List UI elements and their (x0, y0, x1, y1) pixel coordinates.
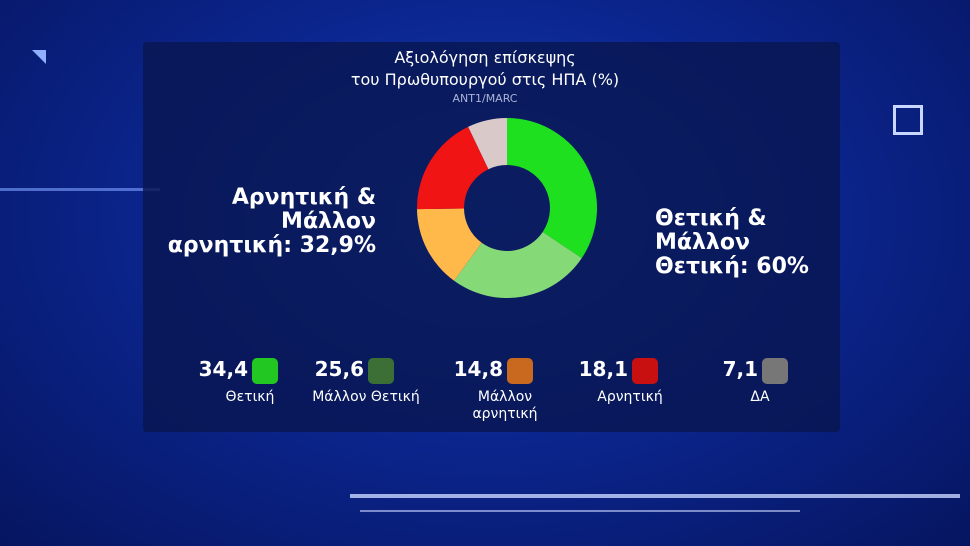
annotation: Αρνητική & (231, 185, 376, 210)
legend-label: Θετική (225, 389, 275, 405)
donut-slice (417, 126, 489, 210)
legend-label: ΔΑ (750, 389, 770, 405)
legend-value: 7,1 (722, 357, 758, 381)
chart-subtitle: ANT1/MARC (452, 92, 518, 105)
legend-swatch (368, 358, 394, 384)
legend-label: Μάλλον αρνητική (472, 389, 538, 422)
legend-swatch (762, 358, 788, 384)
annotation: Θετική: 60% (655, 254, 809, 279)
legend-swatch (632, 358, 658, 384)
donut-slice (468, 118, 507, 170)
donut-slice (417, 208, 482, 281)
legend-value: 18,1 (578, 357, 628, 381)
bg-square (893, 105, 923, 135)
legend-value: 25,6 (314, 357, 364, 381)
legend-label: Αρνητική (597, 389, 663, 405)
legend-label: Μάλλον Θετική (312, 389, 420, 405)
bg-line (350, 494, 960, 498)
annotation: Μάλλον (281, 209, 376, 234)
donut-slice (507, 118, 597, 259)
annotation: Θετική & (655, 206, 767, 231)
bg-line (360, 510, 800, 512)
annotation: Μάλλον (655, 230, 750, 255)
legend-value: 34,4 (198, 357, 248, 381)
legend-value: 14,8 (453, 357, 503, 381)
legend-swatch (507, 358, 533, 384)
chart-title: Αξιολόγηση επίσκεψης (394, 48, 576, 67)
bg-line (0, 188, 160, 191)
annotation: αρνητική: 32,9% (167, 233, 376, 258)
donut-slice (454, 231, 582, 298)
legend-swatch (252, 358, 278, 384)
chart-title: του Πρωθυπουργού στις ΗΠΑ (%) (350, 70, 620, 89)
bg-arrow (32, 50, 46, 64)
